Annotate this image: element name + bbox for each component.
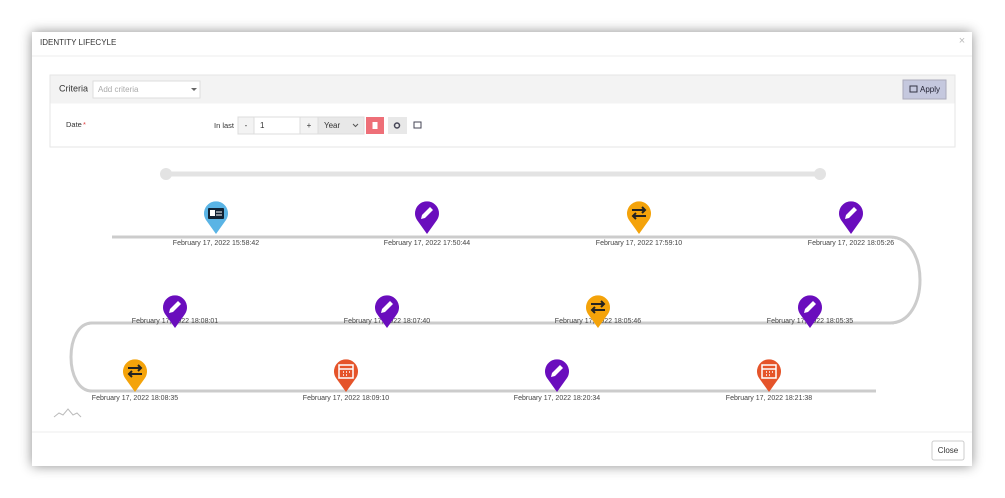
event-pin[interactable] xyxy=(545,359,570,392)
event-date: February 17, 2022 18:20:34 xyxy=(514,395,601,402)
unit-text: Year xyxy=(324,121,341,130)
caret xyxy=(191,88,197,91)
calendar-icon xyxy=(413,121,422,129)
event-date: February 17, 2022 15:58:42 xyxy=(173,240,260,247)
modal-title: IDENTITY LIFECYLE xyxy=(40,38,116,47)
chart-logo xyxy=(53,408,82,418)
icon xyxy=(338,364,354,379)
criteria-select[interactable] xyxy=(92,80,201,99)
event-pin[interactable] xyxy=(375,295,399,328)
event-date: February 17, 2022 18:21:38 xyxy=(726,395,813,402)
icon xyxy=(590,300,606,314)
close-button[interactable] xyxy=(931,440,965,461)
icon xyxy=(551,365,563,377)
event-pin[interactable] xyxy=(415,201,440,234)
apply-text: Apply xyxy=(920,85,940,94)
timeline-path xyxy=(69,235,922,393)
event-pin[interactable] xyxy=(163,295,188,328)
count-text: 1 xyxy=(260,121,265,130)
icon xyxy=(631,206,647,220)
gear-icon xyxy=(393,122,401,129)
calendar-button[interactable] xyxy=(410,117,425,134)
icon xyxy=(210,210,215,216)
icon xyxy=(381,301,393,313)
event-date: February 17, 2022 17:59:10 xyxy=(596,240,683,247)
icon xyxy=(845,207,857,219)
icon xyxy=(762,368,776,376)
criteria-placeholder: Add criteria xyxy=(98,85,139,94)
required-mark: * xyxy=(83,120,86,129)
event-pin[interactable] xyxy=(798,295,822,328)
icon xyxy=(127,364,143,378)
slider-handle[interactable] xyxy=(814,168,826,180)
slider-handle[interactable] xyxy=(160,168,172,180)
close-text: Close xyxy=(938,446,959,455)
icon xyxy=(169,301,181,313)
unit-select[interactable] xyxy=(317,116,365,135)
close-x[interactable]: × xyxy=(959,35,965,47)
criteria-bar xyxy=(50,75,955,104)
event-date: February 17, 2022 18:08:35 xyxy=(92,395,179,402)
event-pin[interactable] xyxy=(839,201,863,234)
apply-button[interactable] xyxy=(902,79,947,100)
criteria-label: Criteria xyxy=(59,83,88,93)
date-label: Date xyxy=(66,120,82,129)
event-date: February 17, 2022 18:09:10 xyxy=(303,395,390,402)
icon xyxy=(421,207,433,219)
plus-text: + xyxy=(307,121,312,130)
icon xyxy=(761,364,777,379)
event-date: February 17, 2022 18:05:26 xyxy=(808,240,895,247)
event-date: February 17, 2022 17:50:44 xyxy=(384,240,471,247)
chart-icon xyxy=(909,85,918,93)
trash-icon xyxy=(372,122,378,129)
caret xyxy=(352,123,359,128)
in-last: In last xyxy=(214,121,235,130)
minus-text: - xyxy=(245,121,248,130)
icon xyxy=(804,301,816,313)
settings-button[interactable] xyxy=(388,117,407,134)
icon xyxy=(339,368,353,376)
